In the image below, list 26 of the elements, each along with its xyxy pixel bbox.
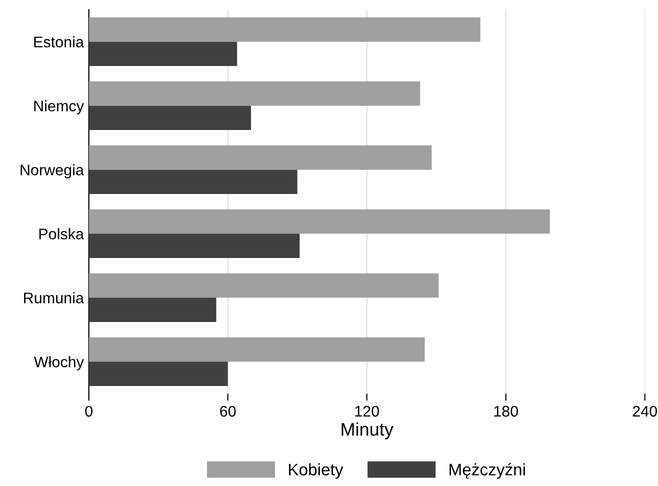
bar [88,106,251,130]
legend-label: Mężczyźni [450,463,525,479]
x-axis-title: Minuty [342,422,394,440]
bar [88,273,439,298]
legend-label: Kobiety [289,463,344,479]
bar [88,81,420,106]
y-tick-label: Estonia [34,36,84,48]
x-tick-label: 180 [494,406,518,417]
bar [88,145,432,170]
bar [88,234,300,258]
bar [88,298,216,322]
bar [88,337,425,362]
y-tick-label: Niemcy [34,100,84,114]
x-tick-label: 240 [632,406,657,417]
x-tick-label: 0 [85,406,92,417]
x-tick-label: 60 [220,406,236,417]
y-tick-label: Włochy [34,356,84,370]
bar [88,209,550,234]
y-tick-label: Norwegia [20,164,84,178]
bar [88,170,298,194]
y-tick-label: Rumunia [24,292,84,304]
bar [88,362,228,386]
x-tick-label: 120 [355,406,379,417]
bar [88,17,480,42]
bar [88,42,238,66]
y-tick-label: Polska [39,228,84,240]
